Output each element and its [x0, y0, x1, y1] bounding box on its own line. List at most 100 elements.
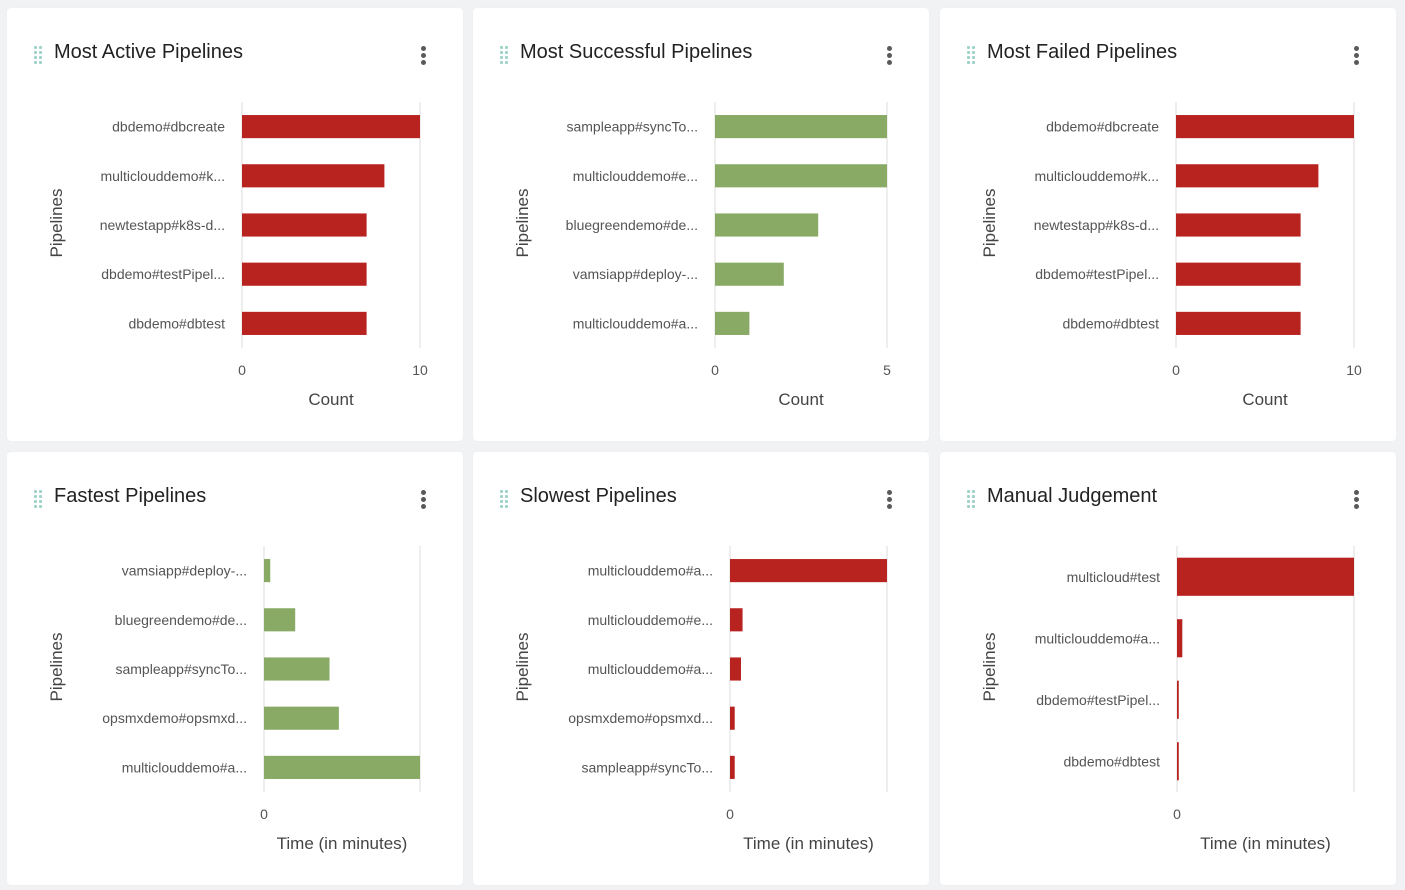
kebab-menu-icon[interactable] [881, 488, 899, 510]
category-label: sampleapp#syncTo... [581, 759, 713, 775]
category-label: bluegreendemo#de... [566, 217, 698, 233]
bar [264, 608, 296, 632]
card-title: Manual Judgement [987, 485, 1158, 507]
drag-handle-icon[interactable] [34, 46, 44, 64]
x-axis-title: Count [308, 390, 354, 409]
x-axis-title: Time (in minutes) [277, 834, 408, 853]
bar [715, 115, 887, 139]
category-label: dbdemo#dbtest [128, 315, 225, 331]
drag-handle-icon[interactable] [34, 490, 44, 508]
category-label: multiclouddemo#k... [100, 168, 225, 184]
tick-label: 0 [260, 806, 268, 822]
category-label: newtestapp#k8s-d... [1034, 217, 1159, 233]
drag-handle-icon[interactable] [967, 490, 977, 508]
bar [1177, 557, 1354, 596]
category-label: dbdemo#testPipel... [1035, 266, 1159, 282]
bar [1177, 619, 1183, 658]
category-label: newtestapp#k8s-d... [100, 217, 225, 233]
bar [730, 706, 735, 730]
bar [264, 657, 330, 681]
bar-chart: sampleapp#syncTo... multiclouddemo#e... bl… [513, 102, 891, 409]
kebab-menu-icon[interactable] [415, 488, 433, 510]
tick-label: 10 [1346, 362, 1362, 378]
tick-label: 0 [711, 362, 719, 378]
bar [1176, 311, 1301, 335]
card-header: Fastest Pipelines [7, 452, 463, 552]
card-title: Slowest Pipelines [520, 485, 677, 507]
card-title: Most Failed Pipelines [987, 41, 1178, 63]
y-axis-title: Pipelines [47, 633, 66, 702]
drag-handle-icon[interactable] [500, 46, 510, 64]
card-title: Most Successful Pipelines [520, 41, 753, 63]
bar [730, 657, 741, 681]
category-label: sampleapp#syncTo... [566, 119, 698, 135]
category-label: sampleapp#syncTo... [115, 661, 247, 677]
bar [264, 559, 271, 583]
category-label: multiclouddemo#e... [588, 612, 713, 628]
x-axis-title: Count [1242, 390, 1288, 409]
bar-chart: multicloud#test multiclouddemo#a... dbdemo… [980, 546, 1355, 853]
category-label: bluegreendemo#de... [115, 612, 247, 628]
category-label: multiclouddemo#a... [588, 661, 713, 677]
category-label: multiclouddemo#k... [1034, 168, 1159, 184]
bar [242, 213, 367, 237]
card-most-failed: Most Failed Pipelines dbdemo#dbcreate mul… [940, 8, 1396, 441]
card-most-successful: Most Successful Pipelines sampleapp#sync… [473, 8, 929, 441]
card-header: Most Failed Pipelines [940, 8, 1396, 108]
kebab-menu-icon[interactable] [1348, 44, 1366, 66]
bar [1177, 742, 1179, 781]
category-label: multiclouddemo#a... [122, 759, 247, 775]
y-axis-title: Pipelines [513, 189, 532, 258]
category-label: multiclouddemo#e... [573, 168, 698, 184]
y-axis-title: Pipelines [47, 189, 66, 258]
kebab-menu-icon[interactable] [415, 44, 433, 66]
card-slowest: Slowest Pipelines multiclouddemo#a... mul… [473, 452, 929, 885]
category-label: dbdemo#testPipel... [1036, 692, 1160, 708]
card-most-active: Most Active Pipelines dbdemo#dbcreate mul… [7, 8, 463, 441]
bar [730, 755, 735, 779]
bar-chart: dbdemo#dbcreate multiclouddemo#k... newtes… [980, 102, 1362, 409]
bar [730, 608, 743, 632]
bar [242, 115, 420, 139]
y-axis-title: Pipelines [980, 633, 999, 702]
kebab-menu-icon[interactable] [881, 44, 899, 66]
card-header: Slowest Pipelines [473, 452, 929, 552]
drag-handle-icon[interactable] [967, 46, 977, 64]
bar [1176, 164, 1319, 188]
bar [715, 164, 887, 188]
drag-handle-icon[interactable] [500, 490, 510, 508]
category-label: multiclouddemo#a... [573, 315, 698, 331]
category-label: multiclouddemo#a... [1035, 630, 1160, 646]
y-axis-title: Pipelines [980, 189, 999, 258]
tick-label: 0 [1172, 362, 1180, 378]
bar [730, 559, 887, 583]
x-axis-title: Time (in minutes) [743, 834, 874, 853]
card-header: Most Active Pipelines [7, 8, 463, 108]
kebab-menu-icon[interactable] [1348, 488, 1366, 510]
bar [264, 706, 339, 730]
bar [242, 164, 385, 188]
category-label: multicloud#test [1067, 569, 1160, 585]
card-header: Most Successful Pipelines [473, 8, 929, 108]
y-axis-title: Pipelines [513, 633, 532, 702]
bar-chart: dbdemo#dbcreate multiclouddemo#k... newtes… [47, 102, 428, 409]
card-manual-judgement: Manual Judgement multicloud#test multiclo… [940, 452, 1396, 885]
tick-label: 0 [726, 806, 734, 822]
category-label: vamsiapp#deploy-... [573, 266, 698, 282]
card-header: Manual Judgement [940, 452, 1396, 552]
category-label: dbdemo#dbtest [1062, 315, 1159, 331]
tick-label: 0 [1173, 806, 1181, 822]
bar [715, 311, 750, 335]
category-label: opsmxdemo#opsmxd... [568, 710, 713, 726]
card-title: Most Active Pipelines [54, 41, 243, 63]
bar [242, 311, 367, 335]
category-label: opsmxdemo#opsmxd... [102, 710, 247, 726]
card-fastest: Fastest Pipelines vamsiapp#deploy-... blu… [7, 452, 463, 885]
category-label: dbdemo#testPipel... [101, 266, 225, 282]
tick-label: 0 [238, 362, 246, 378]
bar [264, 755, 420, 779]
bar-chart: multiclouddemo#a... multiclouddemo#e... mu… [513, 546, 888, 853]
x-axis-title: Time (in minutes) [1200, 834, 1331, 853]
category-label: dbdemo#dbcreate [1046, 119, 1159, 135]
x-axis-title: Count [778, 390, 824, 409]
